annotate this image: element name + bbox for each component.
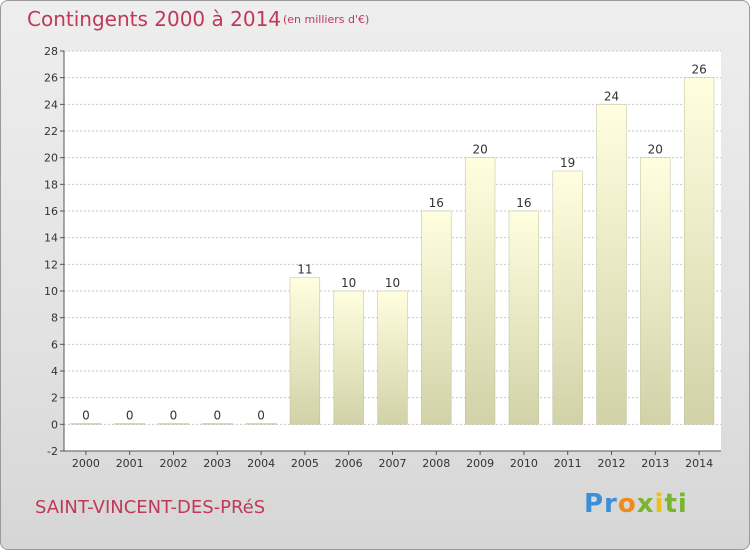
x-tick-label: 2000: [72, 457, 100, 470]
bar: [552, 170, 583, 425]
x-tick-label: 2014: [685, 457, 713, 470]
x-tick-label: 2012: [598, 457, 626, 470]
y-tick-label: 24: [44, 98, 58, 111]
y-tick-label: 16: [44, 205, 58, 218]
data-label: 10: [385, 276, 400, 290]
bar: [70, 423, 102, 425]
bar: [377, 290, 408, 425]
data-label: 10: [341, 276, 356, 290]
bar: [421, 210, 452, 425]
data-label: 0: [126, 408, 134, 422]
logo-part: i: [654, 489, 665, 519]
logo-part: ti: [664, 489, 688, 519]
commune-name: SAINT-VINCENT-DES-PRéS: [35, 497, 266, 518]
y-tick-label: 28: [44, 45, 58, 58]
logo-part: o: [617, 489, 637, 519]
logo-part: Pr: [584, 489, 618, 519]
y-tick-label: 2: [51, 392, 58, 405]
x-tick-label: 2007: [379, 457, 407, 470]
data-label: 20: [648, 143, 663, 157]
bar: [683, 77, 715, 425]
bar: [508, 210, 540, 425]
data-label: 0: [82, 408, 90, 422]
y-tick-label: 0: [51, 418, 58, 431]
y-tick-label: 14: [44, 232, 58, 245]
data-label: 24: [604, 89, 619, 103]
y-tick-label: 4: [51, 365, 58, 378]
bar: [464, 157, 496, 425]
y-tick-label: 10: [44, 285, 58, 298]
data-label: 0: [170, 408, 178, 422]
bar: [245, 423, 277, 425]
bar: [640, 157, 671, 425]
chart-subtitle: (en milliers d'€): [283, 13, 370, 26]
y-tick-label: 6: [51, 338, 58, 351]
bar: [202, 423, 233, 425]
x-tick-label: 2003: [203, 457, 231, 470]
bar: [289, 277, 321, 425]
x-tick-label: 2001: [116, 457, 144, 470]
data-label: 26: [691, 63, 706, 77]
data-label: 19: [560, 156, 575, 170]
bar: [158, 423, 189, 425]
data-label: 16: [429, 196, 444, 210]
x-tick-label: 2002: [160, 457, 188, 470]
bar: [596, 104, 627, 425]
logo-part: x: [636, 489, 655, 519]
bar: [333, 290, 364, 425]
data-label: 20: [472, 143, 487, 157]
data-label: 0: [257, 408, 265, 422]
y-tick-label: 12: [44, 258, 58, 271]
x-tick-label: 2010: [510, 457, 538, 470]
proxiti-logo[interactable]: Proxiti: [584, 489, 688, 519]
bar: [114, 423, 145, 425]
x-tick-label: 2006: [335, 457, 363, 470]
x-tick-label: 2004: [247, 457, 275, 470]
y-tick-label: 20: [44, 152, 58, 165]
y-tick-label: 26: [44, 72, 58, 85]
y-tick-label: 22: [44, 125, 58, 138]
x-tick-label: 2009: [466, 457, 494, 470]
x-tick-label: 2008: [422, 457, 450, 470]
y-tick-label: -2: [47, 445, 58, 458]
data-label: 0: [213, 408, 221, 422]
x-tick-label: 2013: [641, 457, 669, 470]
y-tick-label: 18: [44, 178, 58, 191]
data-label: 11: [297, 263, 312, 277]
x-tick-label: 2005: [291, 457, 319, 470]
y-tick-label: 8: [51, 312, 58, 325]
x-tick-label: 2011: [554, 457, 582, 470]
data-label: 16: [516, 196, 531, 210]
chart-title: Contingents 2000 à 2014: [27, 7, 282, 31]
